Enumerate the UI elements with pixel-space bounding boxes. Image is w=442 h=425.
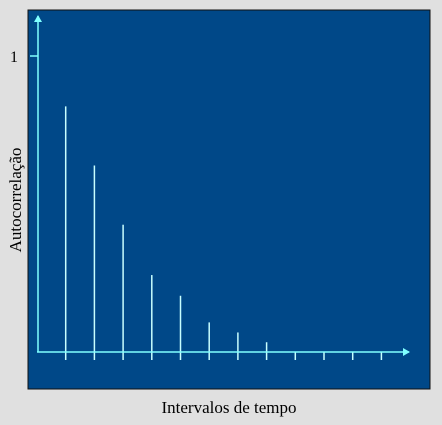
y-axis-title: Autocorrelação (6, 148, 25, 253)
x-axis-title: Intervalos de tempo (161, 398, 296, 417)
x-ticks-layer (64, 352, 383, 360)
y-ticks-layer: 1 (10, 49, 38, 66)
y-tick-label: 1 (10, 49, 18, 66)
plot-area (27, 9, 431, 390)
bars-layer (64, 106, 268, 352)
